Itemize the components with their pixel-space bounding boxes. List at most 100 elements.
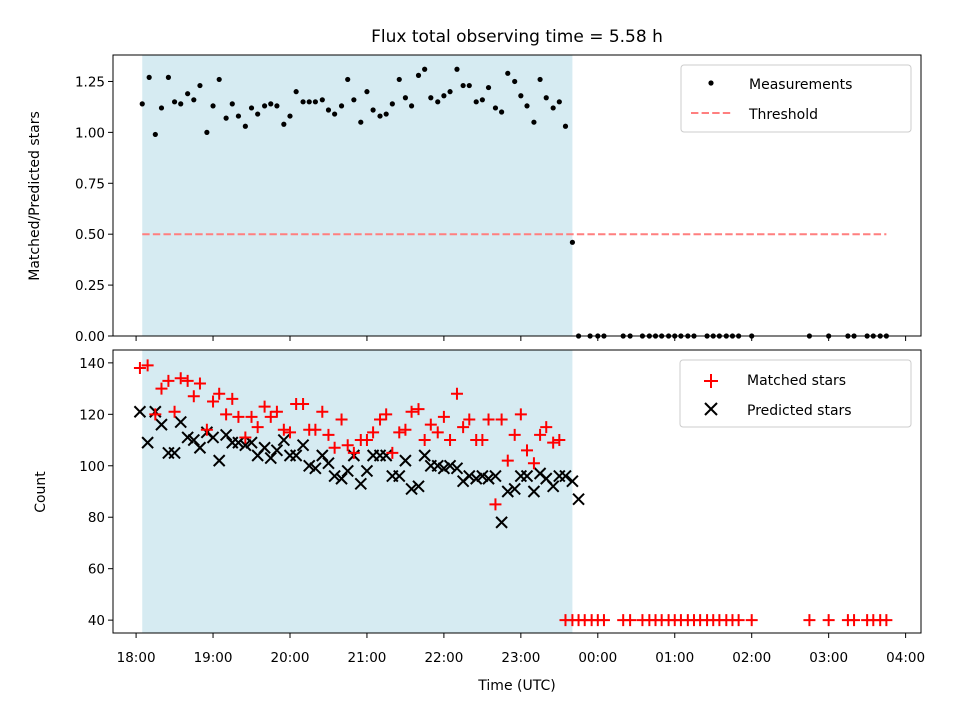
measurement-point: [255, 111, 261, 117]
measurement-point: [499, 109, 505, 115]
matched-star-point: [316, 405, 329, 418]
measurement-point: [287, 113, 293, 119]
measurement-point: [479, 97, 485, 103]
matched-star-point: [553, 434, 566, 447]
ratio-shaded-interval: [142, 55, 573, 336]
count-y-ticks: 40 60 80 100 120 140: [79, 356, 113, 629]
x-tick-label: 02:00: [732, 650, 771, 666]
x-tick-label: 00:00: [578, 650, 617, 666]
matched-star-point: [155, 382, 168, 395]
measurement-point: [146, 74, 152, 80]
measurement-point: [389, 101, 395, 107]
predicted-star-point: [393, 469, 406, 483]
y-tick-label: 1.00: [75, 125, 105, 141]
matched-star-point: [457, 421, 470, 434]
measurement-point: [197, 82, 203, 89]
predicted-star-point: [206, 431, 220, 444]
matched-star-point: [174, 372, 187, 385]
predicted-star-point: [270, 444, 284, 457]
matched-star-point: [822, 614, 835, 627]
measurement-point: [512, 78, 518, 85]
predicted-star-point: [566, 475, 579, 488]
matched-star-point: [226, 392, 239, 405]
predicted-star-point: [508, 482, 521, 496]
predicted-star-point: [174, 415, 187, 429]
measurement-point: [158, 105, 165, 111]
predicted-star-point: [289, 449, 303, 462]
matched-star-point: [424, 418, 437, 431]
x-axis-label: Time (UTC): [477, 678, 555, 694]
x-tick-label: 03:00: [809, 650, 848, 666]
measurement-point: [518, 93, 524, 99]
measurement-point: [524, 103, 530, 109]
y-tick-label: 0.25: [75, 278, 105, 294]
measurement-point: [415, 72, 422, 78]
matched-star-point: [220, 408, 233, 421]
measurement-point: [332, 111, 338, 117]
matched-star-point: [297, 398, 310, 411]
matched-star-point: [482, 413, 495, 426]
y-tick-label: 140: [79, 356, 105, 372]
matched-star-point: [141, 359, 154, 372]
predicted-star-point: [399, 454, 412, 467]
matched-star-point: [393, 426, 406, 439]
legend-measurements-label: Measurements: [749, 77, 852, 93]
measurement-point: [447, 89, 453, 95]
measurement-point: [556, 99, 562, 105]
matched-star-point: [547, 436, 560, 449]
matched-star-point: [347, 446, 360, 459]
predicted-star-point: [316, 449, 329, 462]
ratio-x-ticks: [135, 336, 907, 341]
matched-star-points: [133, 359, 893, 627]
legend-predicted-marker: [704, 402, 718, 416]
measurement-point: [422, 66, 428, 72]
matched-star-point: [264, 410, 277, 423]
matched-star-point: [508, 428, 521, 441]
x-tick-label: 22:00: [424, 650, 463, 666]
matched-star-point: [444, 434, 457, 447]
measurement-point: [537, 76, 543, 83]
predicted-star-point: [489, 469, 502, 483]
measurement-point: [531, 119, 537, 125]
ratio-y-ticks: 0.00 0.25 0.50 0.75 1.00 1.25: [75, 74, 113, 345]
measurement-point: [216, 76, 222, 83]
predicted-star-point: [168, 446, 181, 460]
matched-star-point: [322, 428, 335, 441]
y-tick-label: 0.00: [75, 329, 105, 345]
legend-threshold-label: Threshold: [748, 107, 818, 123]
predicted-star-points: [133, 405, 585, 529]
measurement-point: [454, 66, 460, 72]
matched-star-point: [193, 377, 206, 390]
predicted-star-point: [450, 462, 464, 475]
measurement-point: [460, 82, 466, 89]
measurement-point: [242, 123, 248, 129]
count-panel: 40 60 80 100 120 140 18:00 19:00 20:00 21:00 22:0…: [33, 349, 925, 694]
predicted-star-point: [482, 472, 495, 485]
matched-star-point: [181, 374, 194, 387]
legend-matched-marker: [704, 374, 718, 388]
measurement-point: [562, 123, 569, 129]
matched-star-point: [431, 426, 444, 439]
matched-star-point: [880, 614, 893, 627]
matched-star-point: [341, 439, 354, 452]
measurement-point: [377, 113, 383, 119]
predicted-star-point: [322, 456, 335, 470]
x-tick-label: 23:00: [501, 650, 540, 666]
matched-star-point: [251, 421, 264, 434]
matched-star-point: [437, 410, 450, 423]
matched-star-point: [514, 408, 527, 421]
measurement-point: [492, 105, 499, 111]
measurement-point: [312, 99, 318, 105]
measurement-point: [358, 119, 364, 125]
measurement-point: [268, 101, 274, 107]
matched-star-point: [732, 614, 745, 627]
matched-star-point: [521, 444, 534, 457]
predicted-star-point: [495, 516, 508, 529]
matched-star-point: [534, 428, 547, 441]
legend-matched-label: Matched stars: [747, 373, 846, 389]
predicted-star-point: [520, 469, 534, 483]
matched-star-point: [367, 426, 380, 439]
matched-star-point: [258, 400, 271, 413]
predicted-star-point: [219, 428, 233, 442]
